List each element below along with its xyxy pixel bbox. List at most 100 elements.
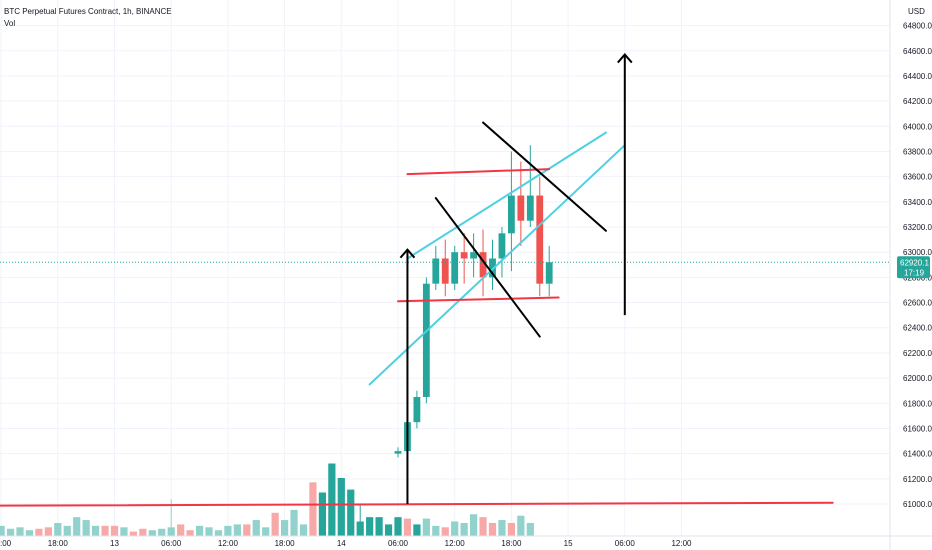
price-tick-label: 64400.0 — [903, 72, 932, 81]
volume-bar — [262, 527, 270, 536]
trendline-2[interactable] — [482, 121, 607, 232]
volume-bar — [432, 525, 440, 536]
price-tick-label: 62400.0 — [903, 324, 932, 333]
price-tick-label: 62000.0 — [903, 374, 932, 383]
trendline-1[interactable] — [434, 197, 541, 338]
candle-body — [432, 258, 440, 284]
volume-bar — [195, 525, 204, 536]
current-price-tag: 62920.1 17:19 — [897, 256, 930, 279]
candle-body — [498, 233, 506, 259]
time-tick-label: 12:00 — [671, 539, 692, 548]
volume-level-line[interactable] — [0, 501, 834, 507]
price-axis[interactable]: 61000.0 61200.0 61400.0 61600.0 61800.0 62000… — [889, 0, 932, 550]
volume-bar — [205, 527, 213, 536]
price-tick-label: 64600.0 — [903, 47, 932, 56]
time-axis[interactable]: 12:00 18:00 13 06:00 12:00 18:00 14 06:00 12:00 1… — [0, 535, 932, 548]
volume-bar — [347, 489, 355, 536]
candle-body — [545, 262, 553, 284]
volume-bar — [233, 524, 241, 536]
volume-bar — [120, 527, 128, 536]
time-tick-label: 14 — [337, 539, 346, 548]
candle-body — [470, 252, 477, 259]
volume-bar — [366, 517, 374, 536]
volume-bar — [129, 531, 137, 536]
resistance-line[interactable] — [406, 168, 551, 176]
channel-lower-line[interactable] — [368, 144, 626, 386]
time-tick-label: 12:00 — [445, 539, 466, 548]
support-line[interactable] — [397, 296, 560, 303]
time-tick-label: 06:00 — [388, 539, 409, 548]
volume-bar — [0, 525, 5, 536]
volume-bars — [0, 463, 534, 536]
volume-bar — [92, 525, 100, 536]
candle-body — [508, 195, 515, 234]
volume-bar — [139, 528, 147, 536]
candle-body — [451, 252, 459, 284]
volume-bar — [73, 517, 81, 536]
volume-indicator-label[interactable]: Vol — [4, 19, 16, 28]
volume-bar — [394, 517, 402, 536]
volume-bar — [488, 522, 497, 536]
volume-bar — [214, 530, 223, 536]
volume-bar — [375, 517, 383, 536]
channel-upper-line[interactable] — [406, 131, 607, 260]
volume-bar — [318, 492, 326, 536]
grid — [0, 0, 890, 536]
arrow-big-head[interactable] — [617, 53, 633, 64]
volume-bar — [299, 524, 308, 536]
candle-body — [394, 451, 402, 454]
symbol-title[interactable]: BTC Perpetual Futures Contract, 1h, BINA… — [4, 7, 172, 16]
current-price-tag-bg — [897, 256, 930, 279]
candle-body — [536, 195, 544, 284]
price-tick-label: 61200.0 — [903, 475, 932, 484]
volume-bar — [148, 530, 156, 536]
price-tick-label: 63600.0 — [903, 173, 932, 182]
volume-bar — [186, 530, 194, 536]
candle-body — [517, 195, 525, 221]
chart-legend: BTC Perpetual Futures Contract, 1h, BINA… — [4, 6, 172, 30]
price-tick-label: 63400.0 — [903, 198, 932, 207]
volume-bar — [337, 478, 345, 536]
volume-bar — [479, 517, 487, 536]
volume-bar — [271, 512, 279, 536]
volume-bar — [44, 527, 52, 536]
volume-bar — [224, 525, 232, 536]
time-tick-label: 12:00 — [0, 539, 12, 548]
volume-bar — [101, 525, 109, 536]
volume-bar — [158, 528, 166, 536]
volume-bar — [384, 524, 393, 536]
price-tick-label: 64000.0 — [903, 122, 932, 131]
time-tick-label: 12:00 — [218, 539, 239, 548]
price-tick-label: 63000.0 — [903, 248, 932, 257]
price-tick-label: 61800.0 — [903, 399, 932, 408]
volume-bar — [526, 522, 534, 536]
currency-label: USD — [908, 7, 925, 16]
volume-bar — [460, 522, 468, 536]
volume-bar — [356, 521, 364, 536]
candle-body — [479, 252, 487, 278]
volume-bar — [309, 482, 317, 536]
candle-body — [441, 258, 449, 284]
arrow-small-head[interactable] — [399, 248, 416, 259]
volume-bar — [54, 522, 62, 536]
volume-bar — [252, 520, 260, 536]
volume-bar — [451, 521, 459, 536]
price-tick-label: 61600.0 — [903, 424, 932, 433]
price-tick-label: 64800.0 — [903, 22, 932, 31]
drawings[interactable] — [0, 53, 834, 507]
volume-bar — [328, 463, 336, 536]
bar-countdown: 17:19 — [904, 268, 925, 277]
candle-body — [413, 396, 421, 423]
price-tick-label: 62200.0 — [903, 349, 932, 358]
current-price-value: 62920.1 — [900, 258, 929, 267]
time-tick-label: 18:00 — [275, 539, 296, 548]
time-tick-label: 18:00 — [48, 539, 69, 548]
volume-bar — [470, 514, 478, 536]
volume-bar — [281, 520, 289, 536]
time-tick-label: 15 — [564, 539, 573, 548]
volume-bar — [290, 509, 298, 536]
volume-bar — [25, 530, 34, 536]
volume-bar — [441, 527, 449, 536]
